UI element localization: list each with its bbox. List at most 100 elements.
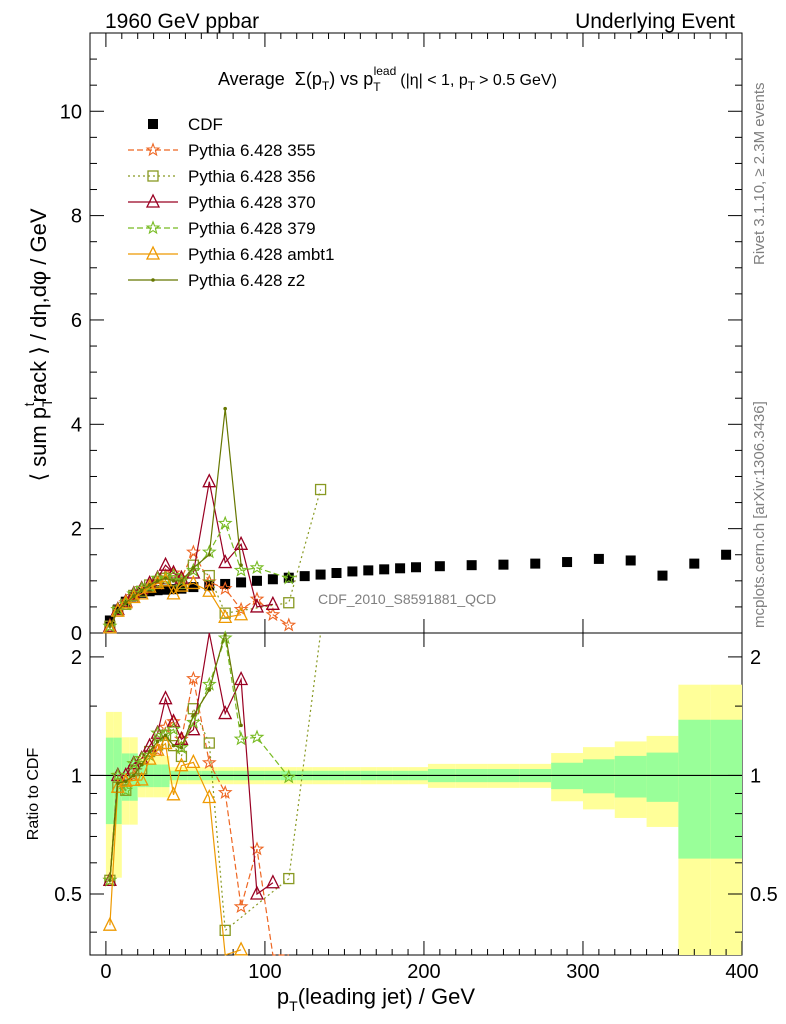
y-axis-label-main: ⟨ sum pTtrack ⟩ / dη,dφ / GeV [21,208,55,481]
data-point-z2 [155,579,160,583]
ratio-point-ambt1 [174,757,189,772]
data-point-p379 [249,560,265,575]
ratio-point-p356 [203,737,215,749]
data-point-z2 [239,563,243,567]
ratio-point-z2 [123,779,128,784]
data-point-p355 [281,617,297,632]
y-tick-label-main: 10 [60,101,82,123]
ratio-point-p379 [249,729,265,744]
data-point-z2 [191,565,196,570]
ratio-band-inner [582,759,615,794]
ratio-point-p370 [186,721,201,736]
x-axis-label: pT(leading jet) / GeV [277,984,475,1014]
legend-label-p379: Pythia 6.428 379 [188,219,316,238]
data-point-z2 [163,576,168,581]
ratio-point-p379 [233,731,249,746]
data-point-p370 [218,554,233,569]
data-point-cdf [434,561,445,572]
ratio-band-inner [614,755,647,798]
data-point-cdf [236,577,247,588]
ratio-band-inner [710,719,742,859]
data-point-cdf [136,587,147,598]
ratio-band-inner [105,737,114,825]
ratio-point-p355 [233,899,249,914]
data-point-cdf [160,584,171,595]
data-point-p370 [102,617,117,632]
ratio-point-p356 [219,924,231,937]
data-point-z2 [179,579,184,583]
legend-marker-z2 [151,278,155,282]
x-tick-label: 0 [100,961,111,983]
legend-label-cdf: CDF [188,115,223,134]
data-point-p355 [265,606,281,622]
data-point-p379 [281,570,297,585]
side-label-rivet: Rivet 3.1.10, ≥ 2.3M events [751,83,768,266]
data-point-cdf [347,566,358,577]
ratio-point-p370 [166,713,181,728]
data-point-p355 [249,591,265,606]
series-line-p379 [109,521,289,627]
data-point-cdf [188,582,199,593]
data-point-p355 [233,601,249,616]
ratio-tick-label-right: 1 [750,765,761,787]
series-p379 [102,515,297,633]
ratio-point-p370 [158,690,173,705]
side-label-mcplots: mcplots.cern.ch [arXiv:1306.3436] [751,401,768,628]
data-point-ambt1 [174,577,189,592]
data-point-p370 [202,473,217,488]
data-point-cdf [530,558,541,569]
ratio-line-p370 [109,632,274,896]
legend-marker-ambt1 [145,245,161,260]
ratio-point-p379 [102,872,118,887]
data-point-ambt1 [110,602,125,617]
ratio-point-p370 [265,874,280,889]
ratio-point-p355 [201,755,217,770]
watermark: CDF_2010_S8591881_QCD [318,591,496,607]
ratio-point-ambt1 [102,916,117,931]
data-point-p356 [219,607,231,619]
data-point-p379 [233,562,249,577]
data-point-ambt1 [202,582,217,597]
legend-marker-p379 [145,220,161,235]
data-point-cdf [411,562,421,573]
ratio-point-z2 [139,762,144,767]
y-tick-label-main: 2 [71,519,82,541]
ratio-point-z2 [179,745,184,750]
data-point-cdf [168,584,179,595]
data-point-cdf [689,558,700,569]
svg-text:Average Σ(pT) vs pTlead(: Average Σ(pT) vs pTlead(|η| < 1, pT > 0.5… [218,64,557,94]
data-point-p370 [265,595,280,610]
data-point-z2 [139,588,144,593]
ratio-point-z2 [163,733,168,738]
ratio-point-z2 [155,739,160,744]
plot-title: Average Σ(pT) vs pTlead(|η| < 1, pT > 0.5… [218,64,557,94]
data-point-cdf [466,560,477,571]
ratio-point-ambt1 [234,941,249,956]
data-point-z2 [123,600,128,605]
ratio-band-inner [121,753,130,801]
ratio-point-z2 [171,743,176,748]
ratio-point-ambt1 [186,753,201,769]
data-point-cdf [315,569,326,580]
data-point-p370 [234,535,249,550]
ratio-point-ambt1 [142,750,157,765]
data-point-cdf [498,559,509,570]
ratio-point-p370 [234,671,249,686]
ratio-tick-label-left: 2 [71,647,82,669]
data-point-cdf [657,570,668,581]
ratio-point-z2 [147,749,152,754]
ratio-point-z2 [239,723,243,728]
data-point-cdf [283,572,294,583]
data-point-cdf [395,563,406,574]
x-tick-label: 400 [725,961,758,983]
ratio-point-ambt1 [126,771,141,787]
legend-marker-p355 [145,142,161,157]
legend-marker-p356 [147,170,159,182]
data-point-cdf [721,549,732,560]
data-point-p379 [186,562,201,577]
data-point-cdf [625,555,636,566]
data-point-p379 [173,573,189,588]
ratio-tick-label-left: 1 [71,765,82,787]
ratio-point-ambt1 [150,741,165,756]
data-point-cdf [144,586,155,597]
